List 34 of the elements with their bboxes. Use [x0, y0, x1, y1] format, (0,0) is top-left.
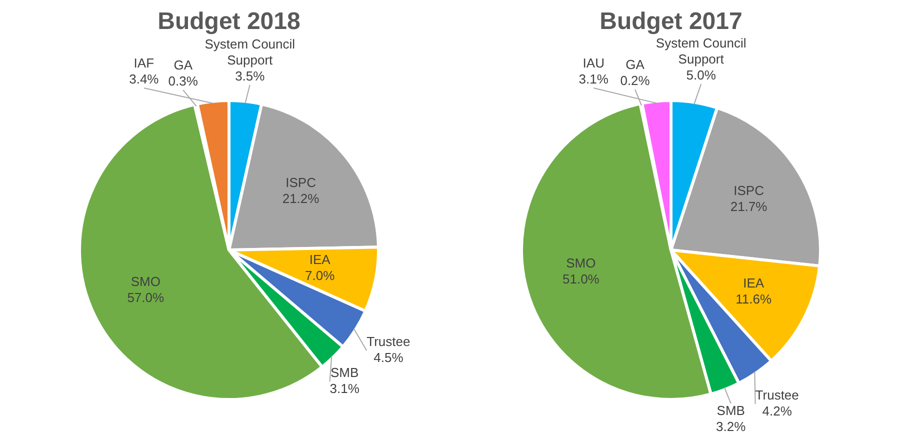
data-label: 3.5% [235, 68, 266, 84]
slice-label: IAF [134, 56, 154, 71]
data-label: 0.3% [168, 74, 198, 89]
slice-label: Trustee [755, 388, 799, 403]
data-label: 7.0% [305, 268, 336, 284]
data-label: 11.6% [736, 292, 772, 307]
slice-label: System Council Support [204, 36, 296, 68]
data-label: 4.2% [762, 404, 792, 419]
data-label: 4.5% [374, 350, 404, 366]
slice-label: ISPC [286, 174, 316, 190]
data-label: 51.0% [562, 272, 600, 286]
data-label: 0.2% [620, 73, 650, 88]
chart-title: Budget 2017 [600, 8, 742, 35]
chart-title: Budget 2018 [156, 8, 302, 37]
data-label: 3.1% [330, 381, 360, 396]
slice-label: SMB [716, 403, 745, 418]
slice-label: SMB [330, 365, 359, 380]
data-label: 5.0% [686, 68, 716, 83]
data-label: 3.4% [129, 72, 160, 87]
slice-label: GA [626, 57, 645, 72]
slice-label: ISPC [734, 183, 764, 198]
slice-label: System Council Support [656, 36, 746, 67]
data-label: 3.2% [716, 419, 746, 434]
slice-label: GA [174, 58, 193, 73]
slice-label: IEA [743, 276, 764, 291]
slice-label: SMO [130, 274, 160, 290]
slice-label: IAU [582, 56, 604, 71]
data-label: 21.7% [730, 199, 768, 214]
slice-label: Trustee [366, 334, 410, 350]
data-label: 57.0% [127, 290, 164, 306]
slice-label: SMO [566, 256, 596, 270]
data-label: 21.2% [282, 190, 320, 206]
data-label: 3.1% [578, 72, 609, 87]
slice-label: IEA [309, 252, 331, 268]
